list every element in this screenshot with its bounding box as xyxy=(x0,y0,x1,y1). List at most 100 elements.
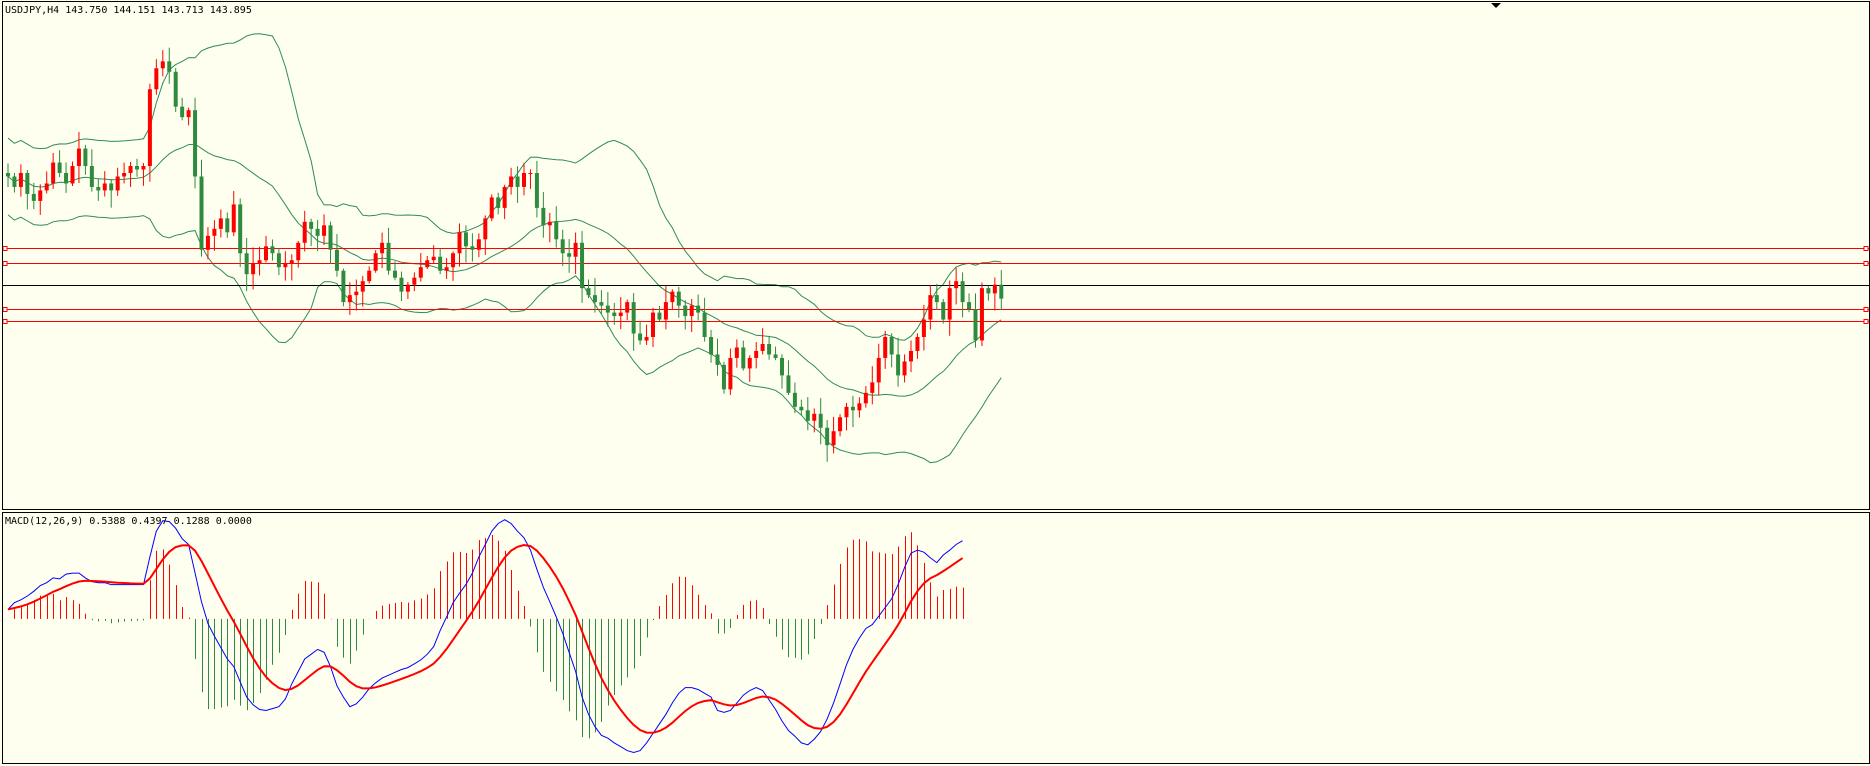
candle-body xyxy=(979,288,984,341)
candle-body xyxy=(257,260,262,264)
candle-body xyxy=(489,197,494,219)
candle-body xyxy=(64,172,69,184)
candle-body xyxy=(18,172,23,187)
candle-body xyxy=(31,193,36,201)
candle-body xyxy=(522,172,526,187)
candle-body xyxy=(844,406,849,418)
candle-body xyxy=(135,166,139,170)
candle-body xyxy=(683,305,688,317)
candle-body xyxy=(270,246,275,254)
candle-body xyxy=(586,288,591,296)
candle-body xyxy=(760,343,765,351)
candle-body xyxy=(96,186,101,191)
candle-body xyxy=(560,239,565,254)
candle-body xyxy=(534,172,539,208)
candle-body xyxy=(573,242,578,257)
candle-body xyxy=(322,225,327,236)
candle-body xyxy=(896,354,901,376)
macd-pane[interactable] xyxy=(7,519,964,754)
chart-shift-marker-icon[interactable] xyxy=(1491,3,1501,8)
candle-body xyxy=(302,221,307,243)
level-handle-right xyxy=(1863,261,1869,266)
level-handle-right xyxy=(1863,307,1869,312)
candle-body xyxy=(115,176,120,191)
candle-body xyxy=(986,288,991,294)
candle-body xyxy=(934,295,939,303)
candle-body xyxy=(225,218,230,233)
candle-body xyxy=(554,221,559,240)
candle-body xyxy=(818,413,823,428)
bollinger-middle xyxy=(7,143,1002,397)
macd-line xyxy=(7,519,963,754)
candle-body xyxy=(663,302,668,320)
candle-body xyxy=(173,71,178,107)
candle-body xyxy=(863,392,868,404)
candle-body xyxy=(876,357,881,383)
candle-body xyxy=(102,183,107,191)
candle-body xyxy=(167,61,172,72)
candle-body xyxy=(592,295,597,303)
candle-body xyxy=(463,232,468,247)
candle-body xyxy=(625,302,630,313)
candle-body xyxy=(238,204,243,254)
candle-body xyxy=(25,172,30,194)
candle-body xyxy=(747,357,752,369)
candle-body xyxy=(889,337,894,355)
candle-body xyxy=(928,295,933,320)
candle-body xyxy=(850,406,855,411)
candle-body xyxy=(154,68,159,90)
candle-body xyxy=(380,242,385,254)
candle-body xyxy=(721,364,726,390)
candle-body xyxy=(160,61,165,69)
candle-body xyxy=(605,305,610,313)
candle-body xyxy=(741,347,746,369)
candle-body xyxy=(38,190,43,201)
macd-signal-line xyxy=(7,543,964,734)
price-pane[interactable] xyxy=(2,33,1869,464)
candle-body xyxy=(334,249,339,271)
candle-body xyxy=(444,267,449,271)
candle-body xyxy=(676,291,681,306)
candle-body xyxy=(51,162,56,184)
candle-body xyxy=(999,284,1004,299)
level-handle-left xyxy=(2,319,8,324)
candle-body xyxy=(283,263,288,268)
bollinger-lower xyxy=(7,214,1002,464)
candle-body xyxy=(767,343,772,355)
candle-body xyxy=(451,253,456,268)
candle-body xyxy=(367,270,372,282)
candle-body xyxy=(12,176,17,187)
candle-body xyxy=(967,302,972,310)
candle-body xyxy=(231,204,236,233)
candle-body xyxy=(218,218,223,229)
candle-body xyxy=(709,337,714,355)
candle-body xyxy=(205,235,210,250)
candle-body xyxy=(902,361,907,376)
candle-body xyxy=(296,242,301,261)
candle-body xyxy=(431,256,436,261)
candle-body xyxy=(180,106,185,118)
candle-body xyxy=(57,162,62,173)
candle-body xyxy=(715,354,720,365)
candle-body xyxy=(354,291,359,296)
candle-body xyxy=(199,176,204,250)
candle-body xyxy=(670,291,675,303)
candle-body xyxy=(509,176,514,187)
candle-body xyxy=(399,277,404,292)
candle-body xyxy=(915,337,920,351)
candle-body xyxy=(70,166,75,184)
candle-body xyxy=(960,281,965,303)
candle-body xyxy=(909,350,913,362)
candle-body xyxy=(631,302,636,334)
level-handle-left xyxy=(2,307,8,312)
candle-body xyxy=(954,281,959,289)
candle-body xyxy=(83,148,88,167)
candle-body xyxy=(186,110,191,118)
candle-body xyxy=(122,172,127,177)
candle-body xyxy=(264,246,268,261)
candle-body xyxy=(315,228,320,236)
candle-body xyxy=(393,270,397,278)
candle-body xyxy=(212,228,217,236)
candle-body xyxy=(921,319,926,338)
